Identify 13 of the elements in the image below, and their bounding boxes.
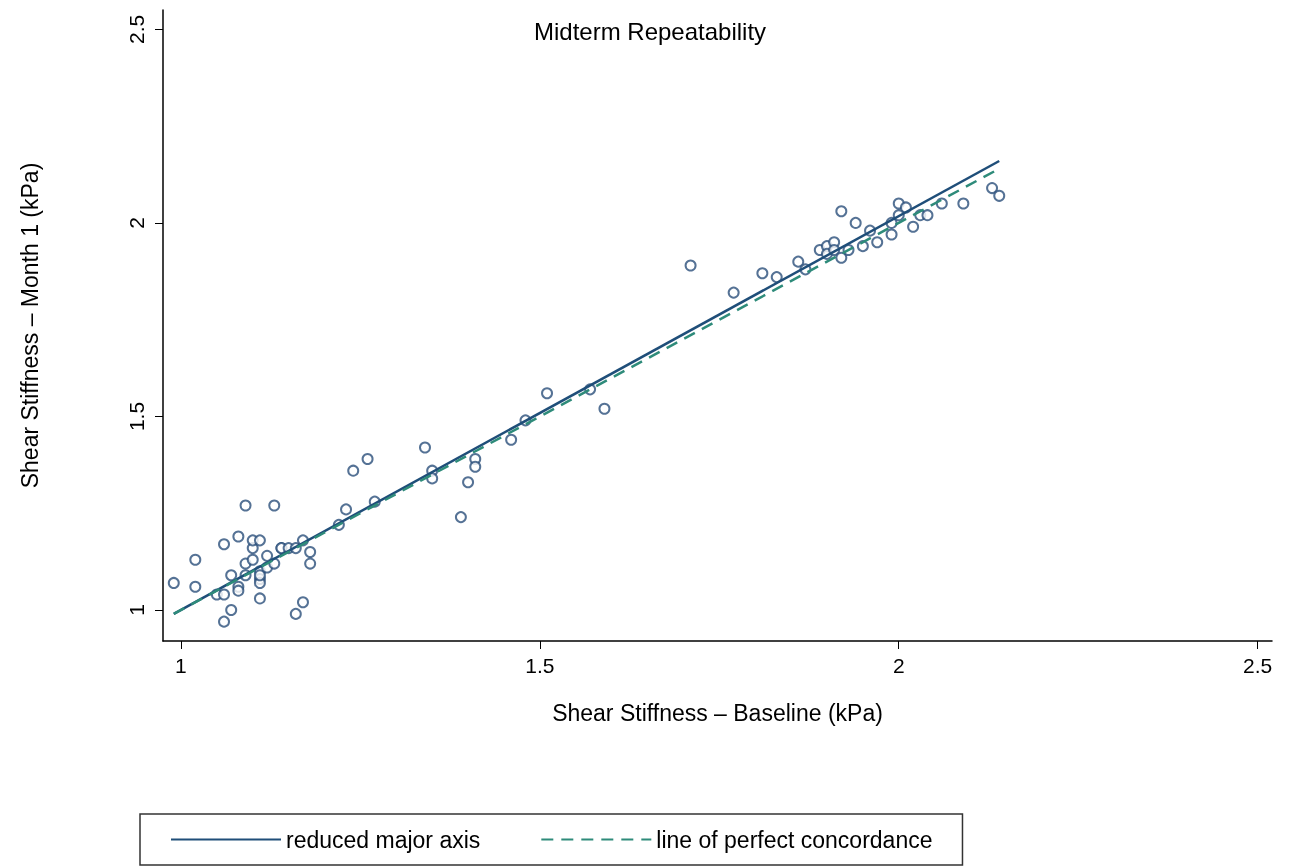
legend-label: reduced major axis	[286, 826, 481, 853]
y-tick-label: 1	[125, 604, 148, 616]
x-tick-label: 1.5	[525, 654, 555, 677]
x-tick-label: 2	[892, 654, 905, 677]
y-tick-label: 2.5	[125, 14, 148, 44]
y-tick-label: 1.5	[125, 401, 148, 432]
y-axis-title: Shear Stiffness – Month 1 (kPa)	[16, 162, 43, 489]
legend-label: line of perfect concordance	[656, 826, 933, 853]
x-tick-label: 1	[175, 654, 187, 677]
x-axis-title: Shear Stiffness – Baseline (kPa)	[552, 699, 883, 726]
x-tick-label: 2.5	[1243, 654, 1273, 677]
chart-title: Midterm Repeatability	[533, 17, 767, 45]
y-tick-label: 2	[125, 217, 148, 229]
